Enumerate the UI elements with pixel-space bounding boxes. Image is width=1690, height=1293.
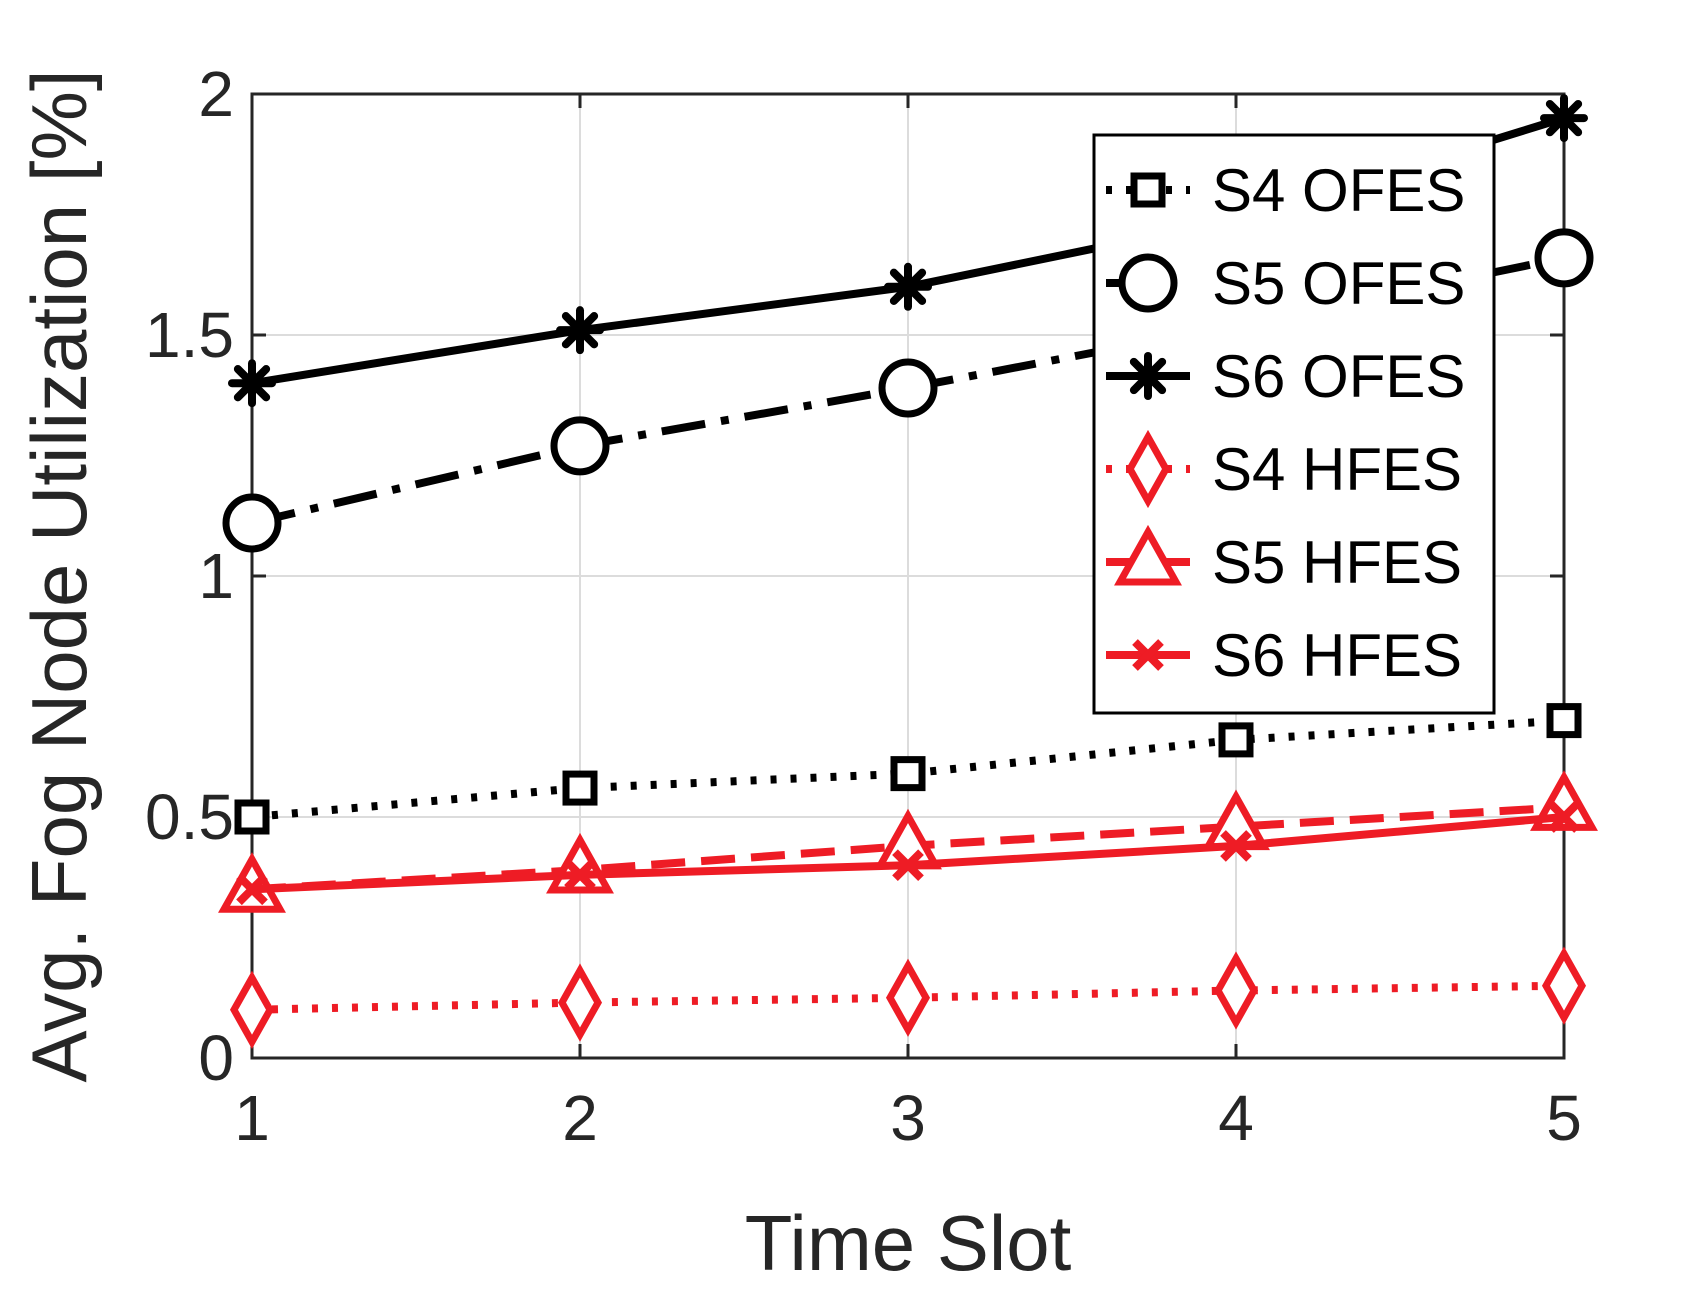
square-marker <box>1218 722 1254 758</box>
series-s6-hfes <box>236 801 1580 906</box>
series-s5-ofes-point <box>1534 228 1594 288</box>
star-marker-stroke <box>1129 357 1167 395</box>
legend-label: S5 HFES <box>1212 529 1462 596</box>
series-s6-hfes-point <box>892 849 924 882</box>
x-tick-label: 3 <box>890 1082 926 1154</box>
series-s5-ofes-point <box>550 416 610 476</box>
diamond-marker <box>885 958 931 1037</box>
x-marker-stroke <box>1132 639 1164 671</box>
legend: S4 OFES S5 OFES S6 OFES S4 HFES S5 HFES S6 HF… <box>1092 133 1496 715</box>
series-s6-hfes-point <box>564 859 596 891</box>
star-marker-stroke <box>561 312 599 349</box>
square-marker <box>1546 703 1582 739</box>
diamond-marker <box>557 963 603 1042</box>
x-marker-stroke <box>1548 801 1580 833</box>
legend-entry-s6-ofes: S6 OFES <box>1106 343 1465 410</box>
series-s4-ofes-point <box>1218 722 1254 758</box>
series-s6-ofes-point <box>556 306 604 355</box>
legend-entry-s4-hfes: S4 HFES <box>1106 429 1462 509</box>
series-s6-ofes-point <box>1540 94 1588 143</box>
legend-s5-hfes-point <box>1114 524 1182 586</box>
legend-box <box>1092 133 1496 715</box>
square-marker <box>1130 172 1166 208</box>
circle-marker <box>878 358 938 418</box>
series-s4-hfes-point <box>1541 946 1587 1025</box>
series-s5-ofes-point <box>878 358 938 418</box>
series-s6-ofes-point <box>884 262 932 311</box>
legend-label: S5 OFES <box>1212 250 1465 317</box>
legend-s6-ofes-point <box>1124 352 1172 400</box>
diamond-marker <box>1541 946 1587 1025</box>
legend-label: S6 OFES <box>1212 343 1465 410</box>
series-s4-ofes-point <box>234 799 270 835</box>
legend-s6-hfes-point <box>1132 639 1164 671</box>
x-marker-stroke <box>1220 830 1252 862</box>
legend-label: S6 HFES <box>1212 622 1462 689</box>
y-tick-label: 2 <box>198 58 234 130</box>
y-tick-label: 1 <box>198 540 234 612</box>
series-group <box>218 94 1598 1049</box>
series-s4-hfes <box>229 946 1587 1049</box>
circle-marker <box>222 493 282 553</box>
circle-marker <box>550 416 610 476</box>
series-s6-hfes-point <box>1220 830 1252 862</box>
series-s4-ofes <box>234 703 1582 835</box>
x-marker-stroke <box>564 859 596 891</box>
series-s4-ofes-point <box>1546 703 1582 739</box>
legend-entry-s5-ofes: S5 OFES <box>1106 250 1465 317</box>
series-s4-ofes-point <box>562 770 598 806</box>
series-s4-hfes-point <box>557 963 603 1042</box>
x-tick-label: 2 <box>562 1082 598 1154</box>
legend-entry-s6-hfes: S6 HFES <box>1106 622 1462 689</box>
series-s4-hfes-point <box>1213 951 1259 1030</box>
square-marker <box>562 770 598 806</box>
series-s4-hfes-point <box>885 958 931 1037</box>
star-marker-stroke <box>1545 99 1583 137</box>
legend-s4-ofes-point <box>1130 172 1166 208</box>
x-axis-label: Time Slot <box>745 1199 1072 1287</box>
y-axis-label: Avg. Fog Node Utilization [%] <box>15 69 103 1082</box>
series-s6-ofes-point <box>228 359 276 408</box>
legend-s5-ofes-point <box>1118 253 1178 313</box>
circle-marker <box>1534 228 1594 288</box>
y-tick-label: 0.5 <box>145 781 234 853</box>
series-s5-ofes-point <box>222 493 282 553</box>
legend-label: S4 HFES <box>1212 436 1462 503</box>
x-tick-label: 1 <box>234 1082 270 1154</box>
y-tick-label: 1.5 <box>145 299 234 371</box>
x-marker-stroke <box>892 849 924 882</box>
circle-marker <box>1118 253 1178 313</box>
diamond-marker <box>229 970 275 1049</box>
star-marker-stroke <box>889 268 927 305</box>
diamond-marker <box>1213 951 1259 1030</box>
square-marker <box>890 756 926 792</box>
legend-label: S4 OFES <box>1212 157 1465 224</box>
legend-s4-hfes-point <box>1125 429 1171 509</box>
series-s4-hfes-point <box>229 970 275 1049</box>
x-marker-stroke <box>236 873 268 906</box>
diamond-marker <box>1125 429 1171 509</box>
series-s4-ofes-point <box>890 756 926 792</box>
triangle-marker <box>1114 524 1182 586</box>
legend-entry-s5-hfes: S5 HFES <box>1106 524 1462 596</box>
x-tick-label: 4 <box>1218 1082 1254 1154</box>
series-s6-hfes-point <box>1548 801 1580 833</box>
legend-entry-s4-ofes: S4 OFES <box>1106 157 1465 224</box>
square-marker <box>234 799 270 835</box>
axis-ticks: 1 2 3 4 5 0 0.5 1 1.5 2 <box>145 58 1582 1154</box>
star-marker-stroke <box>233 365 271 402</box>
series-s6-hfes-point <box>236 873 268 906</box>
x-tick-label: 5 <box>1546 1082 1582 1154</box>
y-tick-label: 0 <box>198 1022 234 1094</box>
